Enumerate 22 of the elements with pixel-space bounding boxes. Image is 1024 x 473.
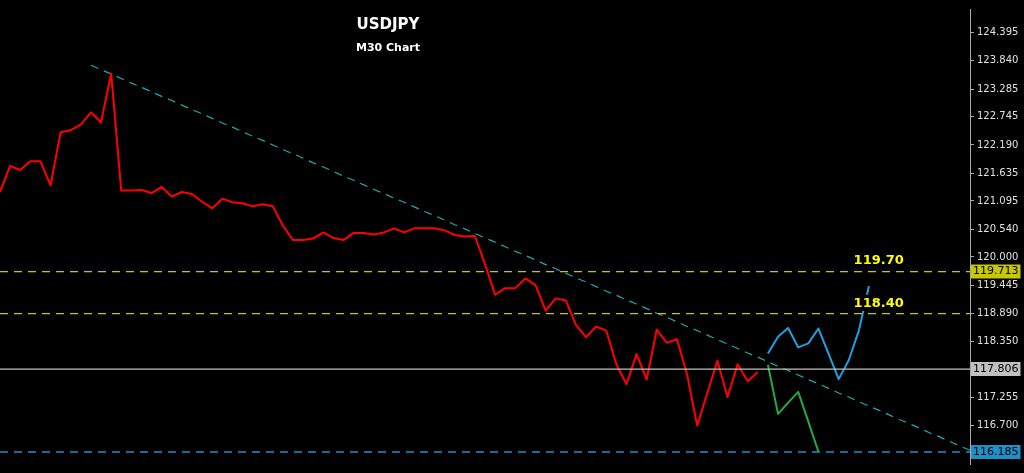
y-tick-label: 121.635	[977, 166, 1019, 178]
y-tick-label: 119.445	[977, 278, 1019, 290]
y-tick-label: 123.840	[977, 54, 1019, 66]
ref-line-label: 119.713	[973, 264, 1019, 278]
y-tick-label: 118.350	[977, 334, 1019, 346]
y-tick-label: 117.255	[977, 390, 1019, 402]
chart-title: USDJPY	[356, 14, 421, 33]
y-tick-label: 120.540	[977, 222, 1019, 234]
y-tick-label: 120.000	[977, 250, 1019, 262]
ref-line-label: 116.185	[973, 444, 1019, 458]
y-tick-label: 121.095	[977, 194, 1019, 206]
y-tick-label: 116.700	[977, 419, 1019, 431]
text: M30 Chart	[355, 40, 421, 54]
y-tick-label: 124.395	[977, 25, 1019, 37]
annotation: 119.70	[853, 252, 904, 268]
annotation: 118.40	[853, 294, 904, 310]
y-tick-label: 123.285	[977, 82, 1019, 94]
line-series	[90, 64, 971, 451]
y-tick-label: 118.890	[977, 307, 1019, 319]
y-tick-label: 122.745	[977, 110, 1019, 122]
ref-line-label: 117.806	[973, 361, 1019, 375]
y-tick-label: 122.190	[977, 138, 1019, 150]
